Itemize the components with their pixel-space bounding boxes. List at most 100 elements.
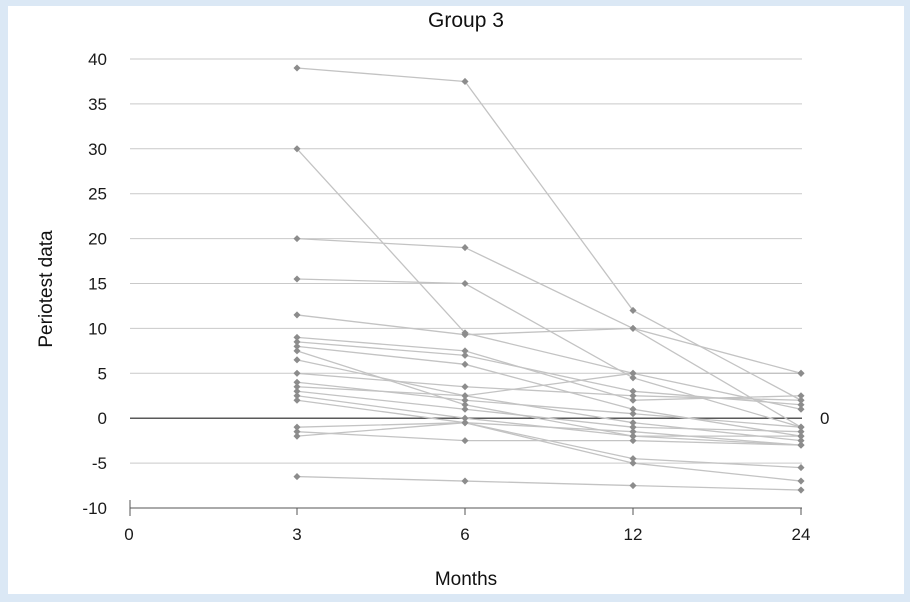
series-line <box>296 345 802 437</box>
data-point <box>797 432 805 440</box>
data-point <box>797 369 805 377</box>
y-axis-title: Periotest data <box>36 230 57 348</box>
series-line <box>296 148 802 410</box>
data-point <box>629 455 637 463</box>
data-point <box>629 405 637 413</box>
data-point <box>461 77 469 85</box>
data-point <box>629 396 637 404</box>
data-point <box>461 414 469 422</box>
series-line <box>296 278 802 428</box>
zero-line-label: 0 <box>820 409 829 428</box>
y-tick-label: 0 <box>98 409 107 428</box>
chart-title: Group 3 <box>428 9 504 32</box>
data-point <box>797 464 805 472</box>
series-line <box>296 422 802 469</box>
data-point <box>461 347 469 355</box>
data-point <box>461 383 469 391</box>
data-point <box>797 392 805 400</box>
y-tick-label: 25 <box>88 185 107 204</box>
series-layer <box>293 64 805 494</box>
series-line <box>296 475 802 491</box>
data-point <box>629 392 637 400</box>
data-point <box>293 275 301 283</box>
data-point <box>461 279 469 288</box>
data-point <box>629 437 637 445</box>
data-point <box>629 423 637 431</box>
data-point <box>461 401 469 409</box>
label-layer: 40 35 30 25 20 15 10 5 0 -5 -10 0 0 3 6 12 24 <box>82 50 829 544</box>
y-tick-label: 40 <box>88 50 107 69</box>
data-point <box>629 387 637 395</box>
data-point <box>293 342 301 350</box>
chart-panel: 40 35 30 25 20 15 10 5 0 -5 -10 0 0 3 6 12 24 Group 3 Mo… <box>8 6 904 594</box>
data-point <box>293 333 301 341</box>
data-point <box>629 324 637 332</box>
x-tick-label: 6 <box>460 525 469 544</box>
data-point <box>293 235 301 243</box>
series-line <box>296 372 802 401</box>
data-point <box>293 347 301 355</box>
data-point <box>629 369 637 377</box>
data-point <box>293 396 301 404</box>
series-line <box>296 390 802 433</box>
line-chart: 40 35 30 25 20 15 10 5 0 -5 -10 0 0 3 6 12 24 Group 3 Mo… <box>36 9 829 590</box>
axis-layer <box>129 417 802 516</box>
data-point <box>797 428 805 436</box>
data-point <box>629 432 637 440</box>
data-point <box>461 244 469 252</box>
data-point <box>629 428 637 436</box>
data-point <box>461 360 469 368</box>
data-point <box>293 392 301 400</box>
data-point <box>797 423 805 431</box>
data-point <box>293 311 301 319</box>
data-point <box>293 64 301 72</box>
x-tick-label: 3 <box>292 525 301 544</box>
series-line <box>296 422 802 446</box>
y-tick-label: 10 <box>88 319 107 338</box>
x-tick-label: 24 <box>792 525 811 544</box>
data-point <box>629 410 637 418</box>
data-point <box>461 396 469 404</box>
data-point <box>461 419 469 427</box>
data-point <box>293 338 301 346</box>
y-tick-label: -5 <box>92 454 107 473</box>
data-point <box>461 331 469 339</box>
data-point <box>629 374 637 382</box>
data-point <box>293 387 301 395</box>
data-point <box>629 306 637 314</box>
data-point <box>293 356 301 364</box>
y-tick-label: 30 <box>88 140 107 159</box>
data-point <box>293 432 301 440</box>
x-axis-title: Months <box>435 569 497 590</box>
data-point <box>461 477 469 485</box>
data-point <box>797 405 805 413</box>
series-line <box>296 399 802 482</box>
x-tick-label: 0 <box>124 525 133 544</box>
series-line <box>296 359 802 442</box>
series-line <box>296 314 802 374</box>
y-tick-label: -10 <box>82 499 107 518</box>
data-point <box>293 383 301 391</box>
y-tick-label: 5 <box>98 364 107 383</box>
series-line <box>296 237 802 428</box>
y-tick-label: 20 <box>88 230 107 249</box>
data-point <box>293 378 301 386</box>
data-point <box>629 419 637 427</box>
x-tick-label: 12 <box>624 525 643 544</box>
data-point <box>461 351 469 359</box>
data-point <box>797 401 805 409</box>
data-point <box>293 423 301 431</box>
series-line <box>296 67 802 401</box>
data-point <box>461 405 469 413</box>
data-point <box>461 437 469 445</box>
series-line <box>296 372 801 397</box>
data-point <box>293 473 301 481</box>
data-point <box>797 477 805 485</box>
data-point <box>797 437 805 445</box>
data-point <box>797 486 805 494</box>
data-point <box>293 369 301 377</box>
y-tick-label: 15 <box>88 275 107 294</box>
data-point <box>629 459 637 467</box>
y-tick-label: 35 <box>88 95 107 114</box>
data-point <box>629 482 637 490</box>
